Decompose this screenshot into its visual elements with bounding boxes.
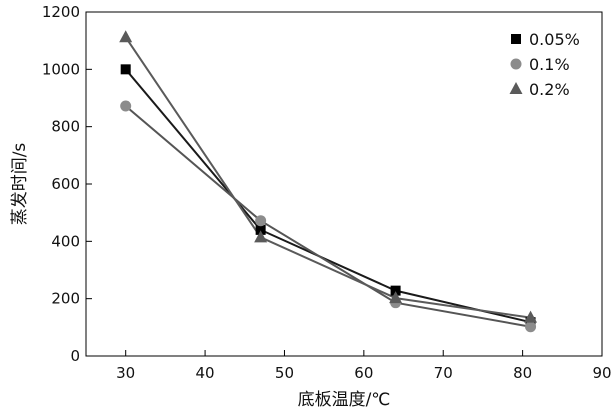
data-point (389, 291, 403, 304)
series-line (124, 68, 531, 324)
x-tick-label: 90 (592, 364, 611, 382)
data-point (120, 100, 132, 112)
x-tick-label: 70 (434, 364, 453, 382)
data-point (255, 215, 267, 227)
y-tick-label: 1200 (42, 3, 80, 21)
x-tick-label: 50 (275, 364, 294, 382)
legend-label: 0.2% (529, 80, 570, 99)
legend-item: 0.05% (511, 30, 580, 49)
data-point (525, 321, 537, 333)
data-point (254, 230, 268, 243)
data-point (119, 30, 133, 43)
data-point (524, 310, 538, 323)
plot-frame (85, 11, 603, 357)
legend-marker (509, 82, 523, 94)
y-tick-label: 1000 (42, 60, 80, 78)
series-line (125, 105, 531, 328)
y-tick-label: 400 (51, 232, 80, 250)
x-tick-label: 60 (354, 364, 373, 382)
data-point (390, 285, 401, 296)
y-tick-label: 600 (51, 175, 80, 193)
y-axis-label: 蒸发时间/s (10, 143, 30, 226)
x-tick-label: 80 (513, 364, 532, 382)
legend-label: 0.1% (529, 55, 570, 74)
series-layer (119, 30, 538, 333)
data-point (255, 224, 266, 235)
legend-item: 0.2% (509, 80, 570, 99)
x-tick-label: 30 (116, 364, 135, 382)
data-point (120, 64, 131, 75)
legend-item: 0.1% (510, 55, 570, 74)
y-tick-label: 800 (51, 118, 80, 136)
axis-ticks: 30 40 50 60 70 80 90 0 200 400 600 800 1000 1200 (42, 3, 612, 382)
legend-marker (511, 34, 521, 44)
x-axis-label: 底板温度/℃ (298, 390, 391, 410)
y-tick-label: 0 (70, 347, 80, 365)
legend-label: 0.05% (529, 30, 580, 49)
legend-marker (510, 58, 522, 70)
y-tick-label: 200 (51, 290, 80, 308)
series-line (124, 36, 531, 319)
x-tick-label: 40 (196, 364, 215, 382)
legend: 0.05% 0.1% 0.2% (509, 30, 580, 99)
